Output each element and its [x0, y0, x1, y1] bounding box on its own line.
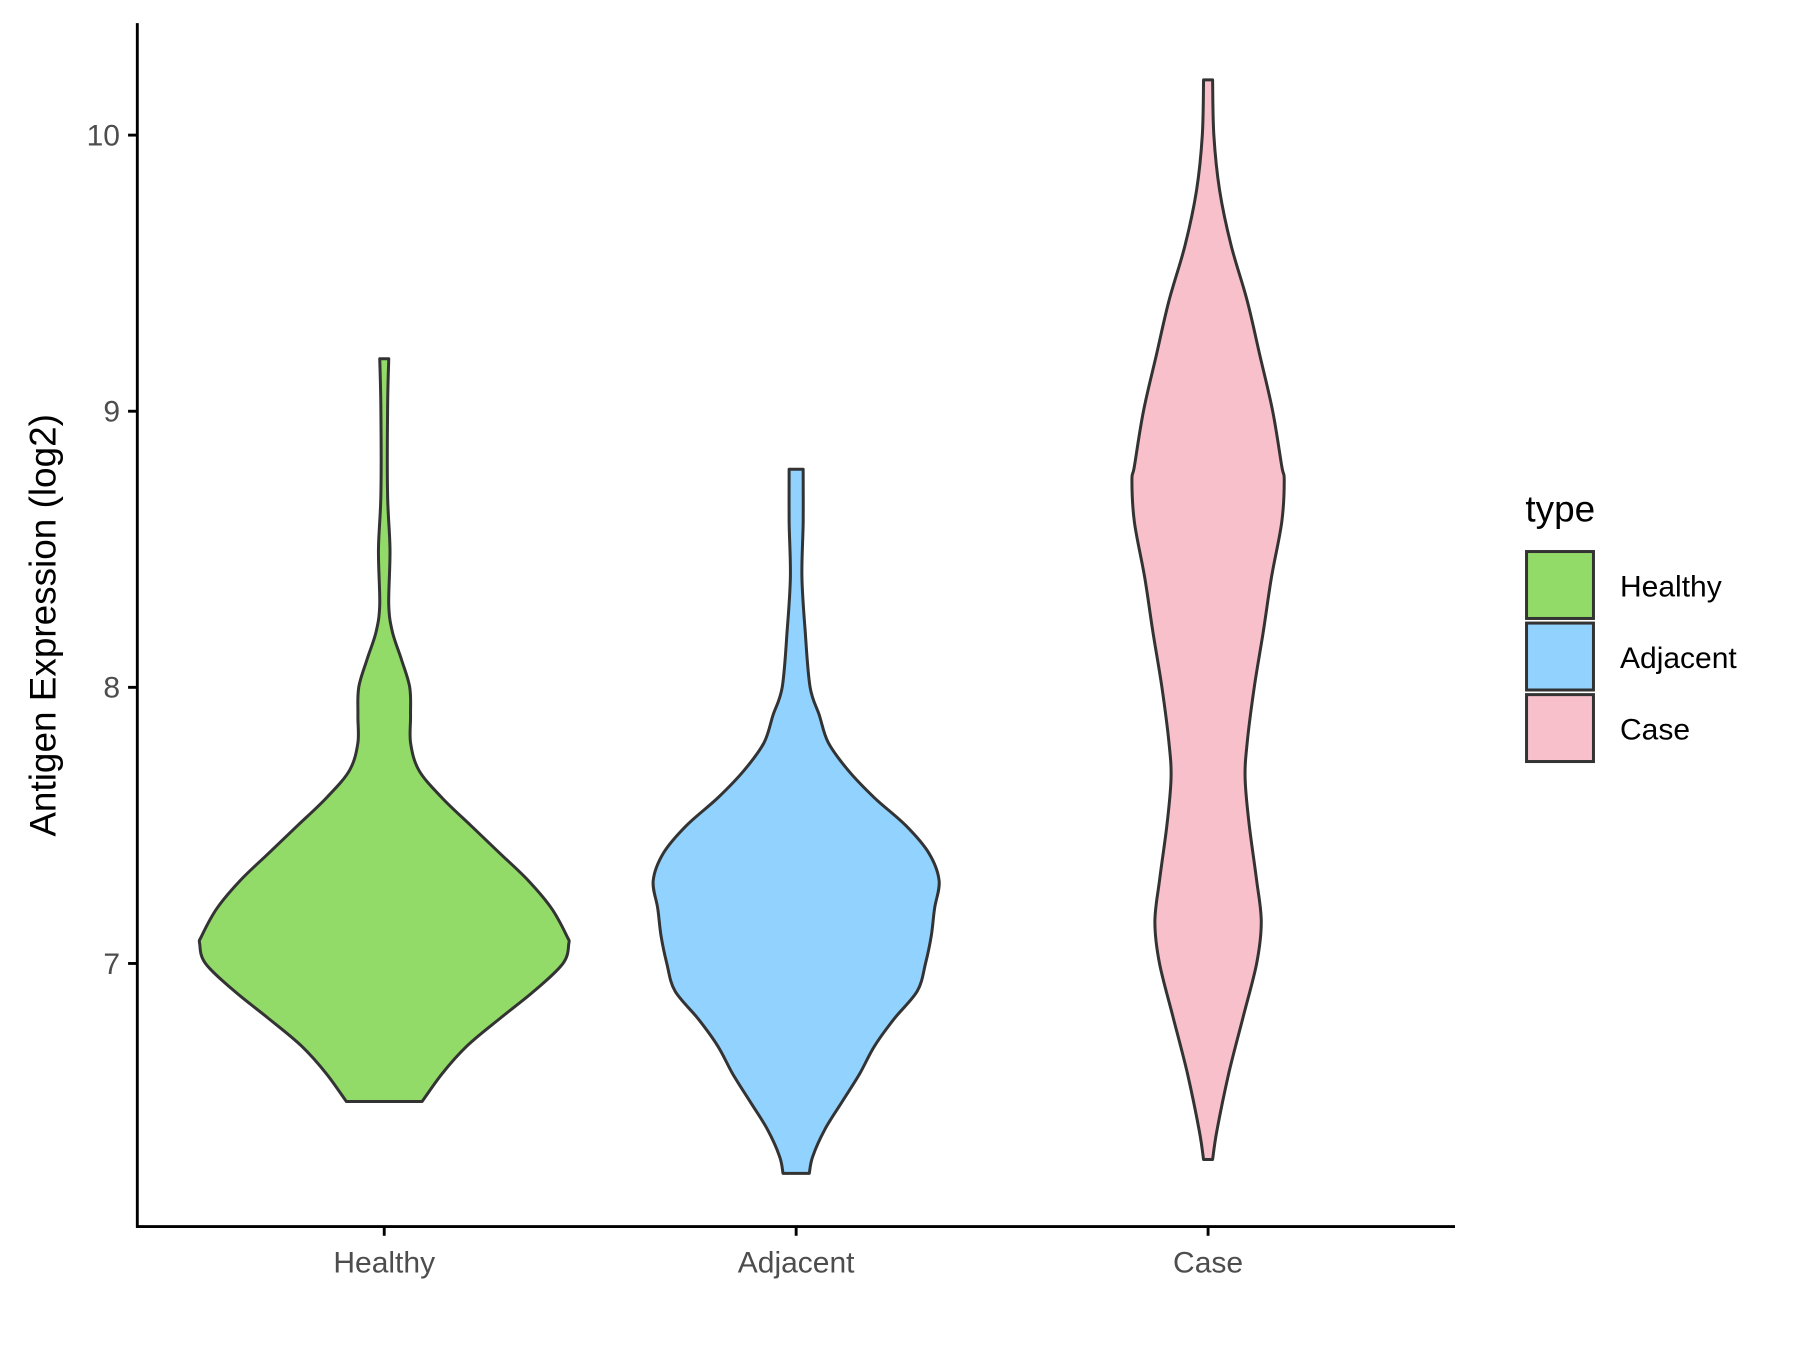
legend-label: Case [1620, 714, 1690, 747]
legend-label: Adjacent [1620, 642, 1737, 675]
x-tick-label: Healthy [333, 1247, 435, 1280]
legend-label: Healthy [1620, 571, 1722, 604]
legend-key-healthy [1525, 550, 1595, 620]
violin-case [1130, 78, 1286, 1161]
violin-healthy [197, 357, 571, 1103]
y-ticks: 7 8 9 10 [87, 120, 138, 981]
y-tick-label: 7 [103, 948, 120, 981]
violin-adjacent [651, 467, 941, 1175]
legend: type Healthy Adjacent Case [1525, 489, 1737, 764]
y-tick-label: 8 [103, 672, 120, 705]
y-axis-title: Antigen Expression (log2) [22, 414, 63, 837]
y-tick-label: 9 [103, 396, 120, 429]
y-tick-label: 10 [87, 120, 120, 153]
legend-key-adjacent [1525, 621, 1595, 692]
x-tick-label: Case [1173, 1247, 1243, 1280]
legend-title: type [1525, 489, 1595, 530]
x-ticks: Healthy Adjacent Case [333, 1226, 1243, 1280]
violins-layer [197, 78, 1286, 1175]
x-tick-label: Adjacent [738, 1247, 855, 1280]
legend-key-case [1525, 693, 1595, 764]
